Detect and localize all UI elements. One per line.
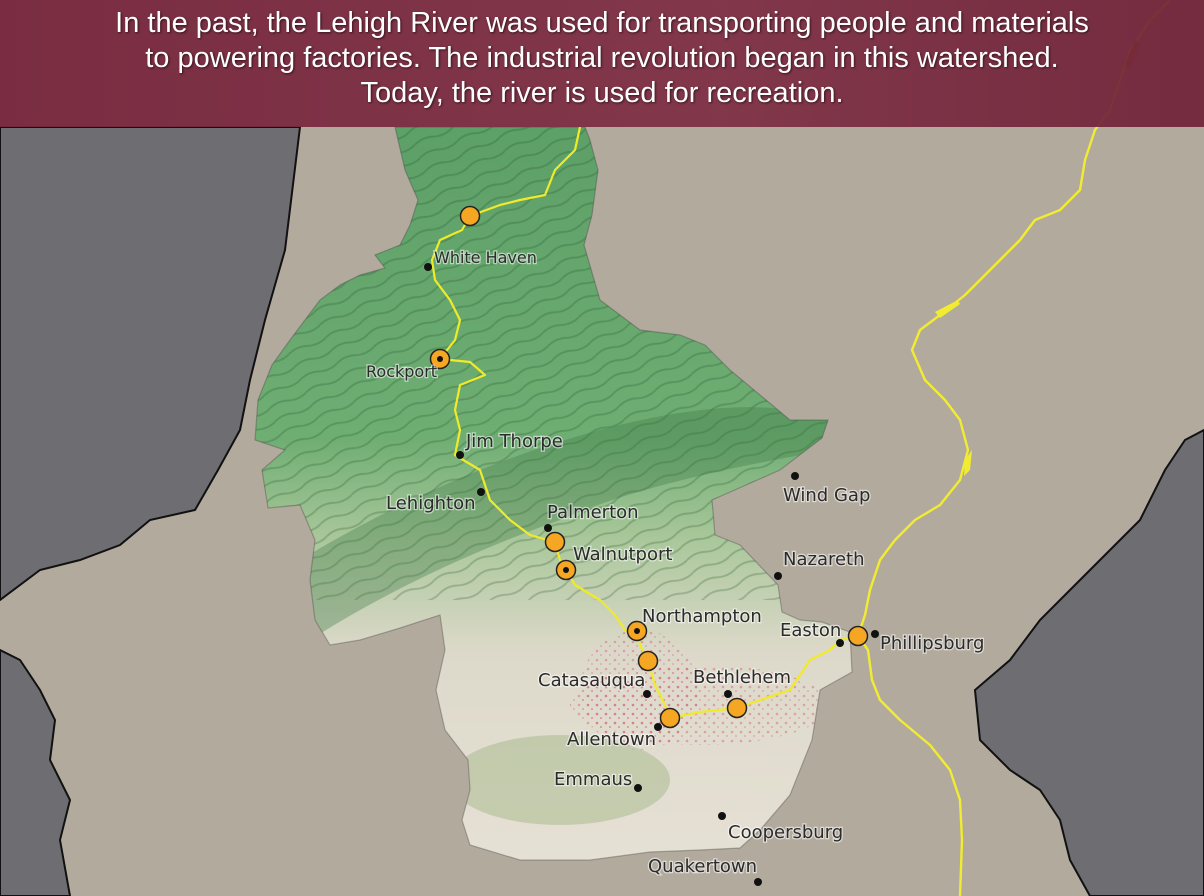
city-dot-white-haven bbox=[424, 263, 432, 271]
city-label-wind-gap: Wind Gap bbox=[783, 485, 870, 506]
site-marker[interactable] bbox=[459, 205, 481, 227]
city-dot-jim-thorpe bbox=[456, 451, 464, 459]
city-label-easton: Easton bbox=[780, 620, 841, 641]
city-label-palmerton: Palmerton bbox=[547, 502, 639, 523]
city-dot-nazareth bbox=[774, 572, 782, 580]
city-dot-catasauqua bbox=[643, 690, 651, 698]
city-label-northampton: Northampton bbox=[642, 606, 762, 627]
site-marker[interactable] bbox=[555, 559, 577, 581]
city-label-jim-thorpe: Jim Thorpe bbox=[465, 431, 563, 452]
site-marker[interactable] bbox=[847, 625, 869, 647]
city-label-allentown: Allentown bbox=[567, 729, 656, 750]
city-dot-allentown bbox=[654, 723, 662, 731]
site-marker[interactable] bbox=[637, 650, 659, 672]
site-marker[interactable] bbox=[626, 620, 648, 642]
site-markers bbox=[429, 205, 869, 729]
caption-banner: In the past, the Lehigh River was used f… bbox=[0, 0, 1204, 127]
site-marker[interactable] bbox=[429, 348, 451, 370]
city-label-emmaus: Emmaus bbox=[554, 769, 632, 790]
city-dots bbox=[424, 263, 879, 886]
city-label-coopersburg: Coopersburg bbox=[728, 822, 843, 843]
caption-text: In the past, the Lehigh River was used f… bbox=[115, 7, 1089, 109]
site-marker[interactable] bbox=[544, 531, 566, 553]
outside-region-southwest bbox=[0, 648, 72, 896]
city-dot-palmerton bbox=[544, 524, 552, 532]
city-label-white-haven: White Haven bbox=[434, 248, 537, 267]
city-label-catasauqua: Catasauqua bbox=[538, 670, 645, 691]
city-label-rockport: Rockport bbox=[366, 362, 437, 381]
city-dot-wind-gap bbox=[791, 472, 799, 480]
site-marker[interactable] bbox=[659, 707, 681, 729]
city-dot-coopersburg bbox=[718, 812, 726, 820]
outside-region-east bbox=[973, 428, 1204, 896]
city-labels: White Haven Rockport Jim Thorpe Lehighto… bbox=[365, 247, 986, 879]
city-dot-phillipsburg bbox=[871, 630, 879, 638]
city-dot-bethlehem bbox=[724, 690, 732, 698]
outside-region-west bbox=[0, 126, 302, 602]
city-label-bethlehem: Bethlehem bbox=[693, 667, 791, 688]
city-dot-emmaus bbox=[634, 784, 642, 792]
city-label-nazareth: Nazareth bbox=[783, 549, 865, 570]
city-label-phillipsburg: Phillipsburg bbox=[880, 633, 984, 654]
site-marker[interactable] bbox=[726, 697, 748, 719]
city-label-walnutport: Walnutport bbox=[573, 544, 672, 565]
lehigh-river bbox=[430, 126, 859, 720]
city-label-lehighton: Lehighton bbox=[386, 493, 476, 514]
city-label-quakertown: Quakertown bbox=[648, 856, 757, 877]
city-dot-easton bbox=[836, 639, 844, 647]
delaware-river bbox=[856, 0, 1171, 896]
watershed-boundary bbox=[254, 126, 853, 861]
city-dot-quakertown bbox=[754, 878, 762, 886]
city-dot-lehighton bbox=[477, 488, 485, 496]
lehigh-watershed bbox=[255, 127, 852, 860]
